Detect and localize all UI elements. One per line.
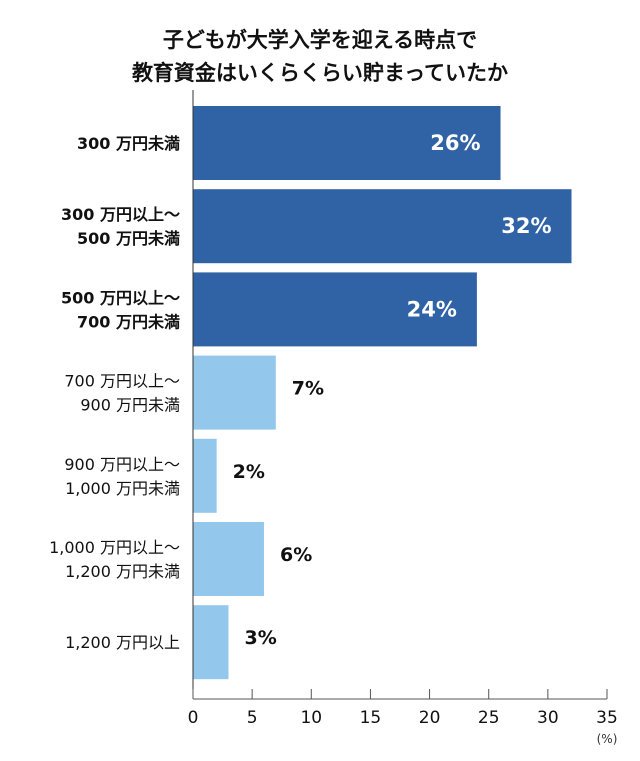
category-label: 300 万円未満 [77,134,180,153]
chart-title-line-1: 子どもが大学入学を迎える時点で [163,28,477,52]
bar [193,605,229,680]
category-label: 500 万円未満 [77,229,180,248]
data-label: 24% [407,297,457,321]
bar [193,355,276,430]
bar [193,438,217,513]
category-label: 900 万円未満 [80,396,180,415]
bar [193,522,264,596]
x-tick-label: 10 [300,708,322,728]
data-label: 2% [233,461,265,483]
data-label: 32% [501,214,551,238]
x-tick-label: 15 [360,708,382,728]
category-label: 300 万円以上～ [61,205,180,224]
chart-title-line-2: 教育資金はいくらくらい貯まっていたか [132,61,508,85]
x-tick-label: 30 [537,708,559,728]
category-label: 1,000 万円未満 [65,479,180,498]
bar [193,189,572,264]
data-label: 3% [244,627,276,649]
x-tick-label: 20 [419,708,441,728]
category-label: 700 万円以上～ [64,372,180,391]
x-tick-label: 5 [247,708,258,728]
category-label: 1,200 万円未満 [65,562,180,581]
category-label: 900 万円以上～ [64,455,180,474]
data-label: 7% [292,378,324,400]
x-unit-label: (%) [597,732,618,746]
category-label: 700 万円未満 [77,312,180,331]
x-tick-label: 35 [596,708,618,728]
bar [193,106,501,180]
x-tick-label: 0 [188,708,199,728]
x-tick-label: 25 [478,708,500,728]
data-label: 6% [280,544,312,566]
data-label: 26% [430,131,480,155]
category-label: 1,000 万円以上～ [49,538,180,557]
category-label: 500 万円以上～ [61,288,180,307]
category-label: 1,200 万円以上 [65,633,180,652]
bar [193,272,477,347]
